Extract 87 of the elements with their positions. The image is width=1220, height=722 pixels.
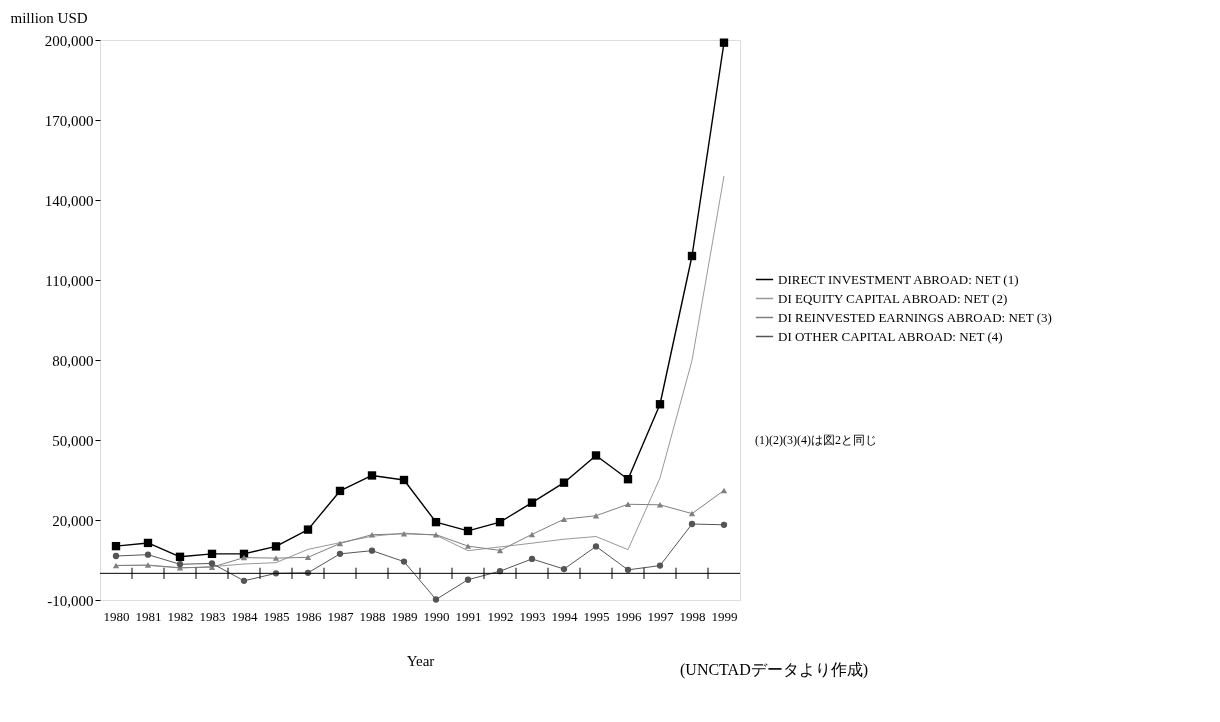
point [400,531,408,537]
x-tick-label: 1991 [455,608,482,624]
point [207,549,217,559]
point [368,547,376,554]
point [591,451,601,460]
point [336,540,344,547]
point [527,498,537,507]
x-tick-label: 1981 [135,608,162,624]
point [175,552,185,561]
point [624,566,632,574]
point [303,525,313,534]
y-tick-label: 170,000 [44,112,94,129]
point [495,517,505,527]
point [431,517,441,527]
point [399,475,409,485]
point [432,596,440,603]
point [656,502,664,508]
point [559,478,569,487]
x-tick-label: 1986 [295,608,322,624]
point [688,510,696,517]
point [592,543,600,550]
x-tick-label: 1988 [359,608,386,624]
y-tick-label: 80,000 [52,352,94,369]
x-tick-label: 1989 [391,608,418,624]
point [623,475,633,484]
y-tick-label: -10,000 [47,592,94,609]
x-tick-label: 1994 [551,608,578,624]
point [272,555,280,561]
x-tick-label: 1993 [519,608,546,624]
x-tick-label: 1984 [231,608,258,624]
point [400,558,408,565]
legend-label: DI EQUITY CAPITAL ABROAD: NET (2) [778,290,1008,306]
point [367,471,377,480]
point [463,526,473,536]
x-tick-label: 1983 [199,608,226,624]
text: (UNCTADデータより作成) [680,661,869,679]
y-tick-label: 110,000 [45,272,94,289]
point [271,542,281,551]
point [688,520,696,528]
legend-label: DI REINVESTED EARNINGS ABROAD: NET (3) [778,309,1052,325]
x-axis-title: Year [406,652,435,669]
text: (1)(2)(3)(4)は図2と同じ [755,433,877,447]
y-axis-title: million USD [10,9,88,26]
point [496,547,504,554]
point [304,554,312,561]
point [144,562,152,568]
point [560,565,568,573]
x-tick-label: 1992 [487,608,514,624]
point [687,251,697,261]
y-tick-label: 50,000 [52,432,94,449]
point [656,562,664,569]
x-tick-label: 1997 [647,608,674,624]
y-tick-label: 200,000 [44,32,94,49]
point [240,577,248,584]
x-tick-label: 1990 [423,608,450,624]
point [720,487,728,494]
point [719,38,729,47]
point [720,521,728,528]
legend-label: DI OTHER CAPITAL ABROAD: NET (4) [778,328,1003,344]
point [655,400,665,409]
point [208,560,216,567]
point [528,555,536,563]
x-tick-label: 1982 [167,608,194,624]
point [528,531,536,538]
x-tick-label: 1995 [583,608,610,624]
point [143,538,153,548]
x-tick-label: 1985 [263,608,290,624]
point [240,554,248,561]
point [336,550,344,558]
point [335,486,345,496]
point [112,562,120,569]
x-tick-label: 1998 [679,608,706,624]
y-tick-label: 20,000 [52,512,94,529]
point [112,552,120,560]
point [560,516,568,522]
point [464,543,472,549]
x-tick-label: 1987 [327,608,354,624]
y-tick-label: 140,000 [44,192,94,209]
point [111,541,121,551]
point [144,551,152,558]
x-tick-label: 1980 [103,608,130,624]
x-tick-label: 1996 [615,608,642,624]
point [176,561,184,568]
point [624,501,632,508]
legend-label: DIRECT INVESTMENT ABROAD: NET (1) [778,271,1019,287]
x-tick-label: 1999 [711,608,738,624]
point [464,576,472,583]
